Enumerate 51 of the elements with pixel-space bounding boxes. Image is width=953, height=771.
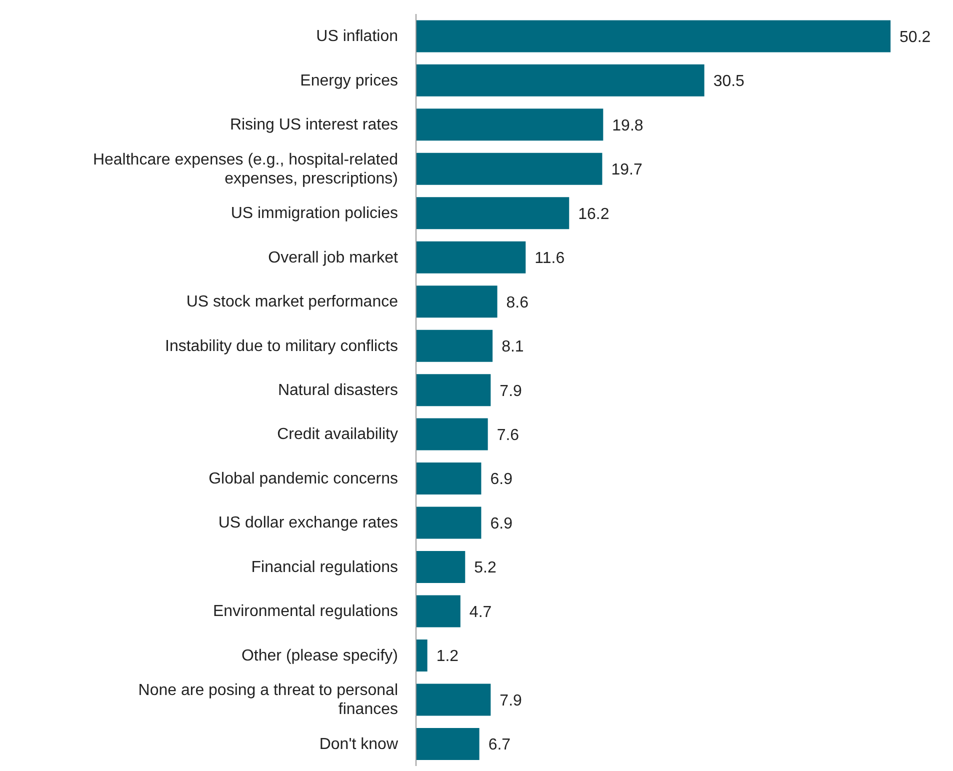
data-label: 7.6 bbox=[496, 426, 520, 444]
y-tick-label: Natural disasters bbox=[278, 382, 398, 398]
y-tick-label: Credit availability bbox=[277, 426, 398, 443]
data-label: 8.6 bbox=[506, 294, 529, 312]
data-label: 6.9 bbox=[490, 515, 513, 532]
bar bbox=[416, 639, 428, 672]
bar bbox=[416, 241, 526, 274]
bar bbox=[416, 20, 891, 52]
data-label: 19.8 bbox=[612, 117, 644, 134]
data-label: 19.7 bbox=[611, 162, 642, 179]
y-tick-label: Instability due to military conflicts bbox=[165, 337, 398, 354]
y-tick-label: US dollar exchange rates bbox=[218, 514, 398, 532]
bar bbox=[416, 152, 602, 185]
bar bbox=[416, 595, 460, 628]
y-tick-label: Environmental regulations bbox=[213, 602, 398, 620]
data-label: 16.2 bbox=[578, 206, 610, 223]
y-tick-label: Don't know bbox=[319, 735, 398, 752]
y-tick-label: US immigration policies bbox=[230, 204, 398, 222]
data-label: 11.6 bbox=[534, 250, 565, 268]
y-tick-label: Global pandemic concerns bbox=[208, 470, 398, 487]
data-label: 4.7 bbox=[469, 604, 492, 621]
y-tick-label: Healthcare expenses (e.g., hospital-related expenses, prescriptions) bbox=[92, 150, 398, 187]
y-tick-label: Overall job market bbox=[268, 248, 399, 266]
bar bbox=[416, 551, 466, 584]
data-label: 7.9 bbox=[500, 382, 522, 400]
bar bbox=[416, 684, 491, 716]
y-tick-label: Energy prices bbox=[300, 72, 398, 89]
y-tick-label: Financial regulations bbox=[251, 558, 398, 576]
bar bbox=[416, 197, 570, 230]
bar bbox=[416, 374, 491, 406]
bar bbox=[416, 330, 493, 362]
y-tick-label: US inflation bbox=[316, 28, 398, 45]
y-tick-label: None are posing a threat to personal finances bbox=[138, 682, 398, 718]
bar bbox=[416, 462, 482, 495]
bar bbox=[416, 506, 482, 539]
bar bbox=[416, 108, 604, 141]
data-label: 8.1 bbox=[502, 338, 524, 356]
data-label: 50.2 bbox=[900, 28, 931, 46]
data-label: 1.2 bbox=[436, 648, 459, 666]
data-label: 30.5 bbox=[713, 73, 745, 90]
y-tick-label: Rising US interest rates bbox=[230, 116, 398, 134]
y-tick-label: US stock market performance bbox=[186, 293, 398, 310]
bar bbox=[416, 728, 480, 760]
data-label: 5.2 bbox=[474, 560, 496, 577]
bar bbox=[416, 64, 704, 96]
data-label: 7.9 bbox=[500, 692, 522, 710]
bar bbox=[416, 418, 488, 450]
bar bbox=[416, 286, 498, 318]
data-label: 6.7 bbox=[488, 736, 511, 754]
y-tick-label: Other (please specify) bbox=[241, 646, 398, 664]
data-label: 6.9 bbox=[490, 471, 513, 488]
